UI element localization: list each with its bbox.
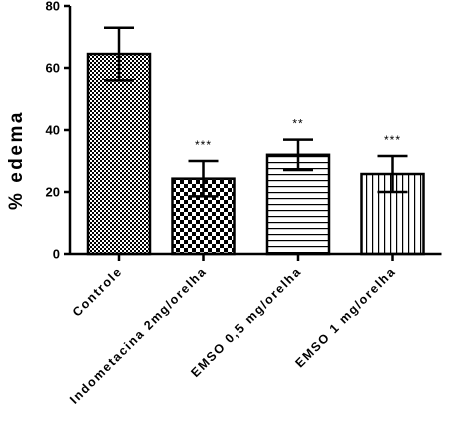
bar-group: *** — [171, 138, 236, 256]
x-tick-label: EMSO 0,5 mg/orelha — [188, 264, 304, 380]
bar — [86, 52, 152, 256]
x-tick-label: Indometacina 2mg/orelha — [67, 264, 210, 407]
y-axis: 0 20 40 60 80 — [46, 0, 72, 262]
bars: ******** — [86, 26, 425, 256]
y-tick-label: 80 — [46, 0, 60, 14]
significance-label: ** — [292, 117, 303, 131]
significance-label: *** — [195, 138, 212, 152]
y-tick-label: 60 — [46, 61, 60, 76]
y-axis-label: % edema — [6, 110, 27, 210]
y-tick-label: 20 — [46, 185, 60, 200]
bar-group: *** — [360, 133, 425, 256]
bar-group: ** — [265, 117, 331, 256]
x-tick-label: Controle — [70, 264, 125, 319]
y-tick-label: 40 — [46, 123, 60, 138]
significance-label: *** — [384, 133, 401, 147]
x-tick-label: EMSO 1 mg/orelha — [293, 264, 399, 370]
y-tick-label: 0 — [53, 247, 60, 262]
bar-group — [86, 26, 152, 256]
